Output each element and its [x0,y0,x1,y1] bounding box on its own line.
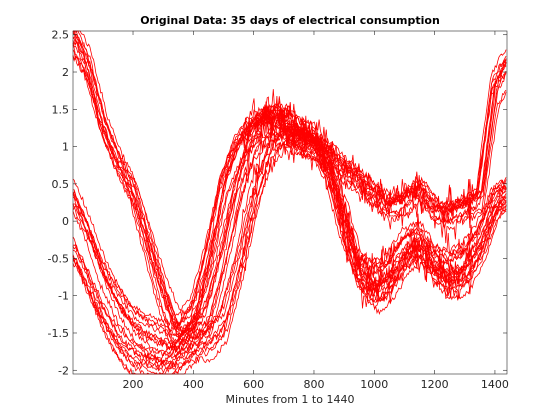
y-tick-label: -1.5 [48,327,69,340]
x-tick-label: 1200 [421,378,449,391]
y-tick-label: 0.5 [52,178,70,191]
plot-frame [72,30,508,375]
x-tick-label: 600 [243,378,264,391]
y-tick-label: 1.5 [52,103,70,116]
y-tick-label: 2 [62,66,69,79]
series-line-day-35 [72,110,507,371]
y-tick-label: 1 [62,141,69,154]
x-tick-label: 400 [183,378,204,391]
series-line-day-30 [72,124,507,364]
series-line-day-11 [72,33,507,332]
series-line-day-24 [72,105,507,339]
y-tick-label: -1 [58,290,69,303]
series-line-day-14 [72,30,507,357]
x-tick-label: 1000 [360,378,388,391]
x-tick-label: 200 [123,378,144,391]
y-tick-label: -2 [58,364,69,377]
series-line-day-34 [72,141,507,374]
series-layer [72,30,507,375]
series-line-day-31 [72,142,507,375]
y-tick-label: -0.5 [48,252,69,265]
x-tick-label: 800 [303,378,324,391]
chart-title: Original Data: 35 days of electrical con… [140,14,440,27]
y-tick-label: 2.5 [52,29,70,42]
x-tick-label: 1400 [481,378,509,391]
x-axis-label: Minutes from 1 to 1440 [226,393,355,406]
series-line-day-9 [72,38,507,317]
y-tick-label: 0 [62,215,69,228]
tick-layer: 200 400 600 800 1000 1200 1400 -2 -1.5 -1 -0.5 0 0.5… [48,29,509,391]
